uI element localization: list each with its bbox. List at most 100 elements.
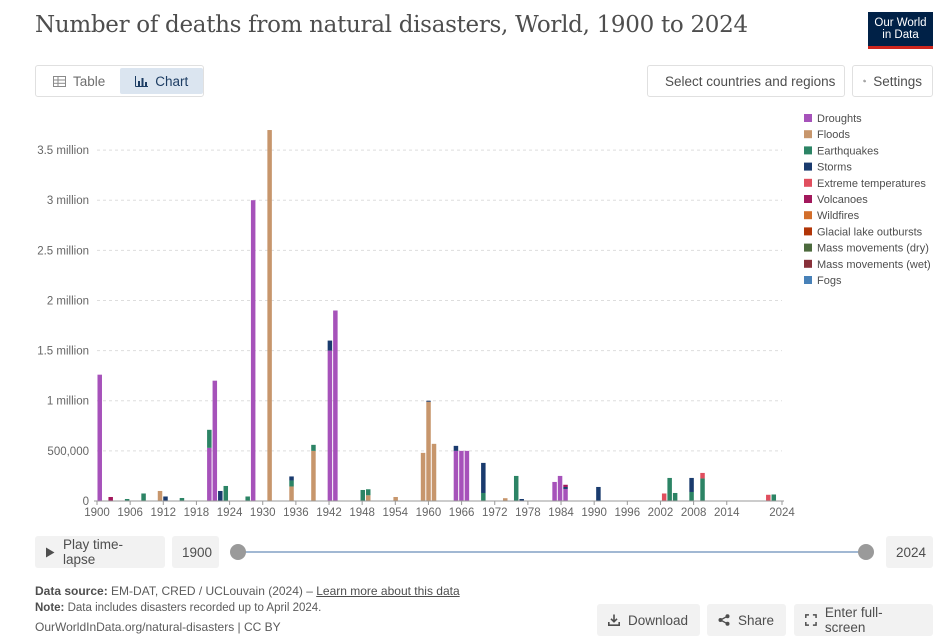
bar-segment[interactable] — [289, 480, 294, 487]
bar-segment[interactable] — [179, 497, 185, 501]
learn-more-link[interactable]: Learn more about this data — [316, 584, 460, 598]
bar-segment[interactable] — [366, 489, 371, 496]
bar-segment[interactable] — [97, 374, 102, 501]
view-tabs: Table Chart — [35, 65, 204, 97]
bar-segment[interactable] — [333, 310, 338, 502]
legend-item[interactable]: Extreme temperatures — [817, 178, 926, 190]
owid-logo[interactable]: Our World in Data — [868, 12, 933, 49]
settings-button[interactable]: Settings — [852, 65, 933, 97]
share-button[interactable]: Share — [707, 604, 786, 636]
bar-segment[interactable] — [250, 200, 256, 501]
bar-segment[interactable] — [124, 498, 130, 501]
timeline-start-handle[interactable] — [230, 544, 246, 560]
bar-segment[interactable] — [771, 494, 777, 501]
bar-segment[interactable] — [366, 495, 371, 501]
x-tick-label: 1912 — [150, 507, 176, 519]
bar-segment[interactable] — [563, 484, 568, 487]
bar-segment[interactable] — [360, 489, 366, 501]
bar-segment[interactable] — [207, 447, 212, 501]
bar-stacks — [97, 130, 777, 502]
x-tick-label: 2008 — [681, 507, 707, 519]
bar-segment[interactable] — [453, 445, 459, 451]
legend-item[interactable]: Mass movements (wet) — [817, 259, 931, 271]
chart-area: 0 500,000 1 million 1.5 million 2 million 2.5… — [37, 113, 931, 519]
bar-segment[interactable] — [327, 350, 333, 501]
bar-segment[interactable] — [563, 488, 568, 501]
bar-segment[interactable] — [464, 450, 470, 501]
bar-segment[interactable] — [426, 400, 431, 402]
x-tick-label: 2024 — [769, 507, 795, 519]
bar-segment[interactable] — [245, 496, 250, 501]
legend-item[interactable]: Storms — [817, 162, 852, 174]
share-label: Share — [738, 612, 775, 628]
bar-segment[interactable] — [519, 498, 524, 501]
source-label: Data source: — [35, 584, 108, 598]
tab-table-label: Table — [73, 73, 106, 89]
bar-segment[interactable] — [141, 493, 146, 501]
bar-segment[interactable] — [689, 477, 694, 492]
tab-chart[interactable]: Chart — [120, 68, 204, 94]
legend-item[interactable]: Volcanoes — [817, 194, 868, 206]
y-tick-label: 500,000 — [47, 446, 89, 458]
bar-segment[interactable] — [453, 450, 459, 501]
bar-segment[interactable] — [481, 462, 486, 493]
expand-icon — [805, 614, 817, 626]
timeline-end-handle[interactable] — [858, 544, 874, 560]
bar-segment[interactable] — [207, 429, 212, 448]
bar-segment[interactable] — [267, 130, 272, 501]
x-tick-label: 1996 — [615, 507, 641, 519]
x-tick-label: 2002 — [648, 507, 674, 519]
bar-segment[interactable] — [218, 490, 223, 501]
x-tick-label: 1984 — [548, 507, 574, 519]
bar-segment[interactable] — [431, 443, 437, 501]
legend-item[interactable]: Earthquakes — [817, 145, 879, 157]
bar-segment[interactable] — [700, 478, 705, 501]
bar-segment[interactable] — [700, 472, 705, 479]
bar-segment[interactable] — [689, 491, 694, 501]
bar-segment[interactable] — [393, 496, 398, 501]
play-timelapse-button[interactable]: Play time-lapse — [35, 536, 165, 568]
bar-segment[interactable] — [157, 490, 163, 501]
source-url[interactable]: OurWorldInData.org/natural-disasters | C… — [35, 620, 281, 634]
bar-segment[interactable] — [163, 496, 168, 501]
play-label: Play time-lapse — [62, 537, 123, 567]
bar-segment[interactable] — [311, 444, 316, 451]
bar-segment[interactable] — [327, 340, 333, 351]
bar-segment[interactable] — [108, 496, 113, 501]
legend-swatch — [804, 195, 812, 203]
bar-segment[interactable] — [667, 477, 672, 501]
x-tick-label: 1960 — [416, 507, 442, 519]
legend-item[interactable]: Floods — [817, 129, 851, 141]
legend-item[interactable]: Glacial lake outbursts — [817, 226, 923, 238]
y-tick-label: 1.5 million — [37, 346, 89, 358]
bar-segment[interactable] — [513, 475, 519, 501]
bar-segment[interactable] — [672, 492, 678, 501]
timeline-track[interactable] — [238, 551, 866, 553]
bar-segment[interactable] — [223, 485, 229, 501]
bar-segment[interactable] — [557, 475, 563, 501]
bar-segment[interactable] — [661, 493, 667, 501]
fullscreen-button[interactable]: Enter full-screen — [794, 604, 933, 636]
bar-segment[interactable] — [766, 494, 771, 501]
bar-segment[interactable] — [481, 492, 486, 501]
legend-item[interactable]: Mass movements (dry) — [817, 243, 929, 255]
bar-segment[interactable] — [563, 486, 568, 489]
bar-segment[interactable] — [552, 481, 557, 501]
legend-item[interactable]: Fogs — [817, 275, 842, 287]
legend-swatch — [804, 178, 812, 187]
download-button[interactable]: Download — [597, 604, 700, 636]
bar-segment[interactable] — [289, 486, 294, 501]
bar-segment[interactable] — [459, 450, 464, 501]
bar-segment[interactable] — [212, 380, 218, 501]
legend-swatch — [804, 146, 812, 155]
bar-segment[interactable] — [311, 450, 316, 501]
bar-segment[interactable] — [289, 476, 294, 481]
tab-table[interactable]: Table — [38, 68, 120, 94]
bar-segment[interactable] — [420, 452, 426, 501]
legend-item[interactable]: Droughts — [817, 113, 862, 125]
bar-segment[interactable] — [596, 486, 601, 501]
bar-segment[interactable] — [426, 401, 431, 501]
select-countries-button[interactable]: Select countries and regions — [647, 65, 845, 97]
legend-item[interactable]: Wildfires — [817, 210, 860, 222]
bar-segment[interactable] — [503, 498, 508, 501]
